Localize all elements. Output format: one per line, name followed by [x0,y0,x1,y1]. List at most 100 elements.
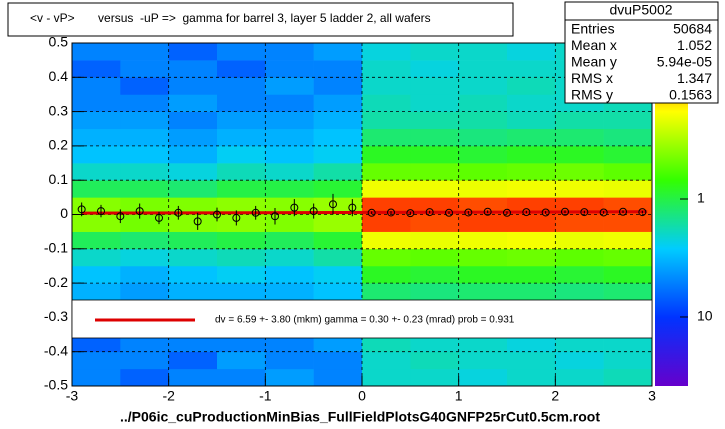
y-tick-label: -0.2 [44,274,68,290]
heat-cell [217,265,266,284]
heat-cell [362,60,411,78]
heat-cell [120,128,169,147]
stats-label: RMS y [571,87,613,103]
heat-cell [120,163,169,181]
heat-cell [265,265,314,284]
heat-cell [458,248,508,267]
y-tick-label: -0.5 [44,377,68,393]
fit-line [81,210,648,215]
heat-cell [217,351,266,370]
heat-cell [458,111,508,130]
heat-cell [313,43,363,61]
y-tick-label: 0.5 [49,34,69,50]
stats-box [564,1,719,104]
heat-cell [265,145,314,164]
heat-cell [410,128,459,147]
x-tick-label: 3 [648,388,656,404]
profile-point [135,207,144,216]
heat-cell [362,94,411,112]
profile-point [348,203,357,212]
profile-point [97,207,105,216]
profile-point [387,208,395,217]
heat-cell [120,368,169,387]
heat-cell [72,214,121,232]
heat-cell [72,111,121,130]
heat-cell [168,248,218,267]
heat-cell [555,368,604,387]
heat-cell [120,94,169,112]
profile-point [329,200,337,209]
y-tick-label: 0.3 [49,102,69,118]
heat-cell [217,43,266,61]
heat-cell [265,248,314,267]
heat-cell [410,214,459,232]
heat-cell [217,128,266,147]
heat-cell [362,368,411,387]
heat-cell [362,43,411,61]
heat-cell [603,351,653,370]
stats-value: 1.347 [677,70,712,86]
heat-cell [603,145,653,164]
z-tick-label: 10 [697,308,713,324]
heat-cell [120,265,169,284]
heat-cell [217,334,266,352]
heat-cell [458,334,508,352]
heat-cell [410,351,459,370]
y-tick-label: 0 [60,205,68,221]
x-tick-label: -3 [66,388,79,404]
heat-cell [120,214,169,232]
heat-cell [458,351,508,370]
heat-cell [120,351,169,370]
heat-cell [168,145,218,164]
heat-cell [603,163,653,181]
x-tick-label: -1 [259,388,272,404]
heat-cell [507,111,556,130]
heat-cell [555,145,604,164]
heat-cell [72,77,121,95]
heat-cell [507,334,556,352]
profile-point [251,208,260,217]
heat-cell [362,180,411,198]
y-tick-label: 0.4 [49,68,69,84]
heat-cell [410,334,459,352]
heat-cell [362,111,411,130]
heat-cell [168,94,218,112]
heat-cell [120,334,169,352]
heat-cell [265,163,314,181]
heat-cell [265,60,314,78]
heat-cell [168,214,218,232]
heat-cell [313,368,363,387]
profile-point [599,208,608,217]
heat-cell [120,111,169,130]
heat-cell [507,77,556,95]
heat-cell [72,265,121,284]
heat-cell [603,214,653,232]
heat-cell [507,283,556,301]
profile-point [522,208,531,217]
heat-cell [458,77,508,95]
heat-cell [217,60,266,78]
heat-cell [458,265,508,284]
profile-point [174,208,183,217]
heat-cell [410,368,459,387]
profile-point [464,208,473,217]
heat-cell [72,163,121,181]
heat-cell [72,248,121,267]
heat-cell [168,163,218,181]
x-tick-label: 1 [455,388,463,404]
plot-area: -3 -2 -1 0 1 2 3 -0.5 -0.4 -0.3 -0.2 -0.1 0 0.1 0.2 0.3… [44,34,656,404]
heat-cell [603,248,653,267]
heat-cell [362,334,411,352]
heat-cell [603,368,653,387]
heat-cell [217,145,266,164]
heat-cell [313,163,363,181]
heat-cell [313,111,363,130]
heat-cell [507,231,556,250]
heat-cell [410,77,459,95]
heat-cell [410,283,459,301]
profile-point [213,210,221,219]
heat-cell [265,197,314,215]
heat-cell [217,368,266,387]
y-tick-label: 0.2 [49,137,69,153]
